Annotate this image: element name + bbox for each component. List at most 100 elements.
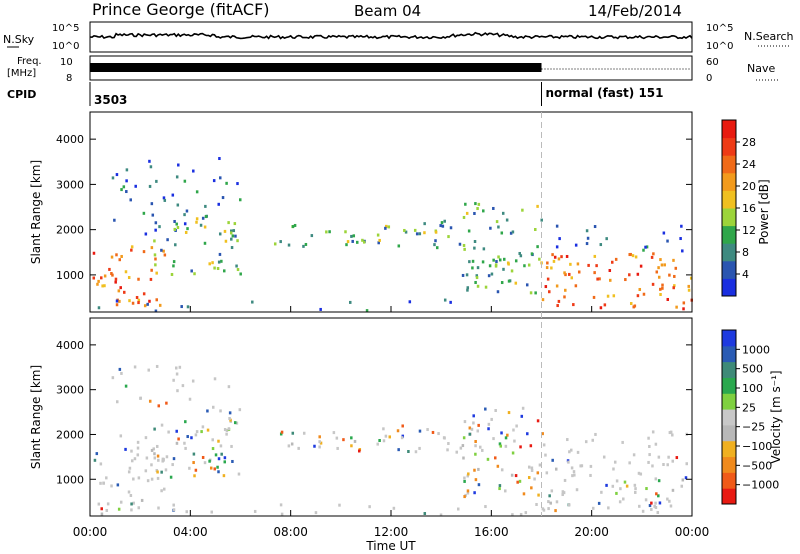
heatmap-cell — [624, 278, 627, 282]
heatmap-cell — [127, 470, 131, 474]
heatmap-cell — [529, 444, 533, 448]
heatmap-cell — [544, 453, 547, 457]
heatmap-cell — [110, 272, 113, 276]
heatmap-cell — [473, 211, 476, 215]
heatmap-cell — [154, 221, 158, 225]
heatmap-cell — [217, 457, 221, 461]
heatmap-cell — [199, 223, 203, 227]
heatmap-cell — [172, 503, 175, 507]
heatmap-cell — [671, 459, 675, 463]
heatmap-cell — [569, 262, 572, 266]
colorbar-swatch — [722, 208, 736, 227]
heatmap-cell — [465, 273, 469, 277]
heatmap-cell — [527, 476, 531, 480]
heatmap-cell — [213, 266, 216, 270]
heatmap-cell — [229, 229, 233, 233]
heatmap-cell — [192, 461, 195, 465]
heatmap-cell — [181, 384, 185, 388]
heatmap-cell — [651, 430, 655, 434]
heatmap-cell — [680, 224, 683, 228]
heatmap-cell — [585, 229, 589, 233]
power-colorbar: 4 8 12 16 20 24 28 — [721, 119, 756, 297]
heatmap-cell — [554, 509, 557, 513]
heatmap-cell — [204, 204, 207, 208]
heatmap-cell — [557, 299, 561, 303]
heatmap-cell — [657, 266, 660, 270]
heatmap-cell — [459, 446, 463, 450]
heatmap-cell — [510, 473, 514, 477]
heatmap-cell — [221, 196, 225, 200]
x-tick-label: 00:00 — [73, 525, 108, 539]
heatmap-cell — [203, 241, 207, 245]
heatmap-cell — [525, 283, 529, 287]
heatmap-cell — [465, 211, 469, 215]
heatmap-cell — [441, 224, 445, 228]
heatmap-cell — [175, 222, 178, 226]
heatmap-cell — [573, 473, 576, 477]
heatmap-cell — [110, 484, 113, 488]
heatmap-cell — [171, 193, 175, 197]
heatmap-cell — [515, 424, 518, 428]
heatmap-cell — [118, 258, 122, 262]
heatmap-cell — [165, 401, 168, 405]
heatmap-cell — [612, 467, 615, 471]
heatmap-cell — [495, 220, 499, 224]
heatmap-cell — [130, 248, 133, 252]
heatmap-cell — [218, 157, 221, 161]
heatmap-cell — [687, 288, 691, 292]
heatmap-cell — [651, 282, 655, 286]
colorbar-swatch — [722, 225, 736, 244]
x-tick-label: 20:00 — [574, 525, 609, 539]
heatmap-cell — [362, 240, 366, 244]
heatmap-cell — [191, 379, 195, 383]
heatmap-cell — [396, 429, 400, 433]
heatmap-cell — [216, 465, 219, 469]
heatmap-cell — [142, 250, 146, 254]
heatmap-cell — [349, 300, 352, 304]
heatmap-cell — [443, 298, 447, 302]
heatmap-cell — [568, 272, 571, 276]
heatmap-cell — [470, 427, 474, 431]
heatmap-cell — [230, 246, 234, 250]
heatmap-cell — [183, 441, 186, 445]
heatmap-cell — [162, 196, 166, 200]
heatmap-cell — [639, 264, 643, 268]
heatmap-cell — [482, 247, 486, 251]
heatmap-cell — [376, 442, 379, 446]
heatmap-cell — [591, 438, 595, 442]
heatmap-cell — [253, 509, 257, 513]
heatmap-cell — [346, 240, 350, 244]
heatmap-cell — [193, 272, 196, 276]
heatmap-cell — [570, 466, 574, 470]
heatmap-cell — [175, 429, 178, 433]
heatmap-cell — [233, 421, 237, 425]
heatmap-cell — [536, 245, 539, 249]
power-ylabel: Slant Range [km] — [29, 160, 43, 264]
heatmap-cell — [477, 202, 481, 206]
heatmap-cell — [297, 446, 300, 450]
nsky-trace — [89, 31, 693, 40]
heatmap-cell — [644, 245, 647, 249]
colorbar-swatch — [722, 278, 736, 297]
heatmap-cell — [674, 266, 678, 270]
heatmap-cell — [160, 423, 164, 427]
heatmap-cell — [142, 211, 146, 215]
heatmap-cell — [648, 453, 651, 457]
heatmap-cell — [142, 292, 146, 296]
heatmap-cell — [153, 239, 156, 243]
heatmap-cell — [319, 307, 322, 311]
heatmap-cell — [680, 484, 684, 488]
heatmap-cell — [474, 280, 477, 284]
heatmap-cell — [461, 444, 465, 448]
heatmap-cell — [115, 303, 119, 307]
heatmap-cell — [155, 271, 158, 275]
heatmap-cell — [188, 397, 192, 401]
x-tick-label: 16:00 — [474, 525, 509, 539]
heatmap-cell — [463, 479, 466, 483]
heatmap-cell — [546, 277, 550, 281]
heatmap-cell — [477, 483, 481, 487]
heatmap-cell — [426, 428, 429, 432]
heatmap-cell — [93, 458, 97, 462]
heatmap-cell — [217, 470, 220, 474]
heatmap-cell — [92, 251, 96, 255]
